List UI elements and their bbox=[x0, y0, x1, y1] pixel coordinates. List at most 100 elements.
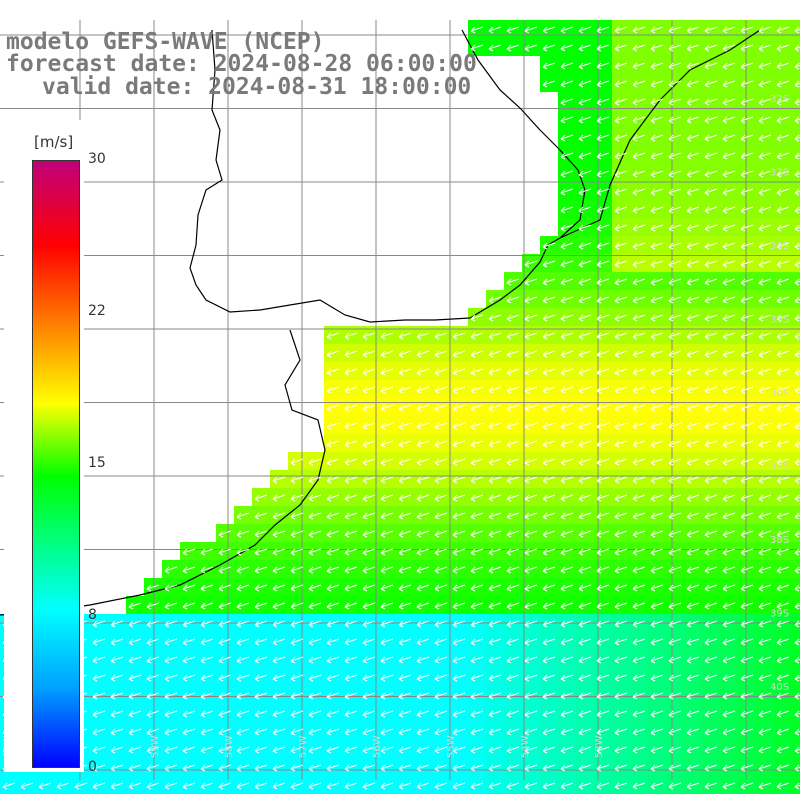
wind-arrow bbox=[740, 404, 754, 412]
wind-arrow bbox=[560, 710, 574, 718]
wind-arrow bbox=[434, 458, 448, 466]
wind-arrow bbox=[686, 512, 700, 520]
wind-arrow bbox=[236, 782, 250, 790]
wind-arrow bbox=[686, 278, 700, 286]
wind-arrow bbox=[686, 242, 700, 250]
legend-unit: [m/s] bbox=[34, 133, 74, 151]
wind-arrow bbox=[542, 764, 556, 772]
wind-arrow bbox=[164, 674, 178, 682]
wind-arrow bbox=[254, 638, 268, 646]
wind-arrow bbox=[776, 80, 790, 88]
wind-arrow bbox=[632, 80, 646, 88]
wind-arrow bbox=[326, 692, 340, 700]
wind-arrow bbox=[776, 332, 790, 340]
wind-arrow bbox=[596, 206, 610, 214]
wind-arrow bbox=[200, 566, 214, 574]
wind-arrow bbox=[182, 728, 196, 736]
wind-arrow bbox=[632, 26, 646, 34]
wind-arrow bbox=[380, 512, 394, 520]
wind-arrow bbox=[632, 548, 646, 556]
wind-arrow bbox=[650, 620, 664, 628]
wind-arrow bbox=[542, 386, 556, 394]
wind-arrow bbox=[380, 422, 394, 430]
wind-arrow bbox=[794, 332, 800, 340]
speed-cell bbox=[792, 218, 800, 236]
wind-arrow bbox=[308, 512, 322, 520]
wind-arrow bbox=[524, 314, 538, 322]
speed-cell bbox=[792, 722, 800, 740]
wind-arrow bbox=[686, 530, 700, 538]
wind-arrow bbox=[326, 728, 340, 736]
wind-arrow bbox=[398, 674, 412, 682]
wind-arrow bbox=[758, 422, 772, 430]
speed-cell bbox=[792, 650, 800, 668]
wind-arrow bbox=[254, 512, 268, 520]
wind-arrow bbox=[416, 458, 430, 466]
wind-arrow bbox=[560, 80, 574, 88]
wind-arrow bbox=[686, 584, 700, 592]
wind-arrow bbox=[686, 332, 700, 340]
wind-arrow bbox=[362, 332, 376, 340]
wind-arrow bbox=[650, 530, 664, 538]
wind-arrow bbox=[488, 476, 502, 484]
wind-arrow bbox=[542, 530, 556, 538]
wind-arrow bbox=[290, 764, 304, 772]
wind-arrow bbox=[290, 674, 304, 682]
wind-arrow bbox=[344, 548, 358, 556]
wind-arrow bbox=[362, 728, 376, 736]
wind-arrow bbox=[272, 512, 286, 520]
wind-arrow bbox=[722, 656, 736, 664]
wind-arrow bbox=[650, 674, 664, 682]
wind-arrow bbox=[650, 386, 664, 394]
wind-arrow bbox=[20, 782, 34, 790]
wind-arrow bbox=[254, 620, 268, 628]
wind-arrow bbox=[560, 692, 574, 700]
wind-arrow bbox=[164, 638, 178, 646]
wind-arrow bbox=[326, 782, 340, 790]
wind-arrow bbox=[794, 656, 800, 664]
wind-arrow bbox=[758, 26, 772, 34]
wind-arrow bbox=[434, 584, 448, 592]
wind-arrow bbox=[560, 278, 574, 286]
wind-arrow bbox=[758, 242, 772, 250]
wind-arrow bbox=[650, 728, 664, 736]
wind-arrow bbox=[740, 494, 754, 502]
wind-arrow bbox=[578, 548, 592, 556]
wind-arrow bbox=[650, 368, 664, 376]
wind-arrow bbox=[722, 350, 736, 358]
wind-arrow bbox=[524, 638, 538, 646]
wind-arrow bbox=[758, 584, 772, 592]
wind-arrow bbox=[776, 584, 790, 592]
wind-arrow bbox=[650, 404, 664, 412]
wind-arrow bbox=[74, 782, 88, 790]
wind-arrow bbox=[704, 602, 718, 610]
wind-arrow bbox=[488, 332, 502, 340]
wind-arrow bbox=[596, 764, 610, 772]
wind-arrow bbox=[794, 494, 800, 502]
wind-arrow bbox=[380, 728, 394, 736]
wind-arrow bbox=[362, 530, 376, 538]
wind-arrow bbox=[668, 224, 682, 232]
wind-arrow bbox=[632, 674, 646, 682]
wind-arrow bbox=[614, 692, 628, 700]
wind-arrow bbox=[416, 728, 430, 736]
wind-arrow bbox=[758, 440, 772, 448]
wind-arrow bbox=[614, 278, 628, 286]
wind-arrow bbox=[650, 782, 664, 790]
speed-cell bbox=[792, 326, 800, 344]
wind-arrow bbox=[290, 584, 304, 592]
wind-arrow bbox=[182, 692, 196, 700]
wind-arrow bbox=[398, 494, 412, 502]
speed-cell bbox=[792, 686, 800, 704]
wind-arrow bbox=[470, 764, 484, 772]
wind-arrow bbox=[362, 458, 376, 466]
wind-arrow bbox=[578, 404, 592, 412]
wind-arrow bbox=[488, 296, 502, 304]
wind-arrow bbox=[398, 512, 412, 520]
wind-arrow bbox=[380, 494, 394, 502]
wind-arrow bbox=[722, 206, 736, 214]
wind-arrow bbox=[380, 440, 394, 448]
latitude-label: 35S bbox=[770, 315, 789, 326]
wind-arrow bbox=[470, 494, 484, 502]
wind-arrow bbox=[416, 368, 430, 376]
